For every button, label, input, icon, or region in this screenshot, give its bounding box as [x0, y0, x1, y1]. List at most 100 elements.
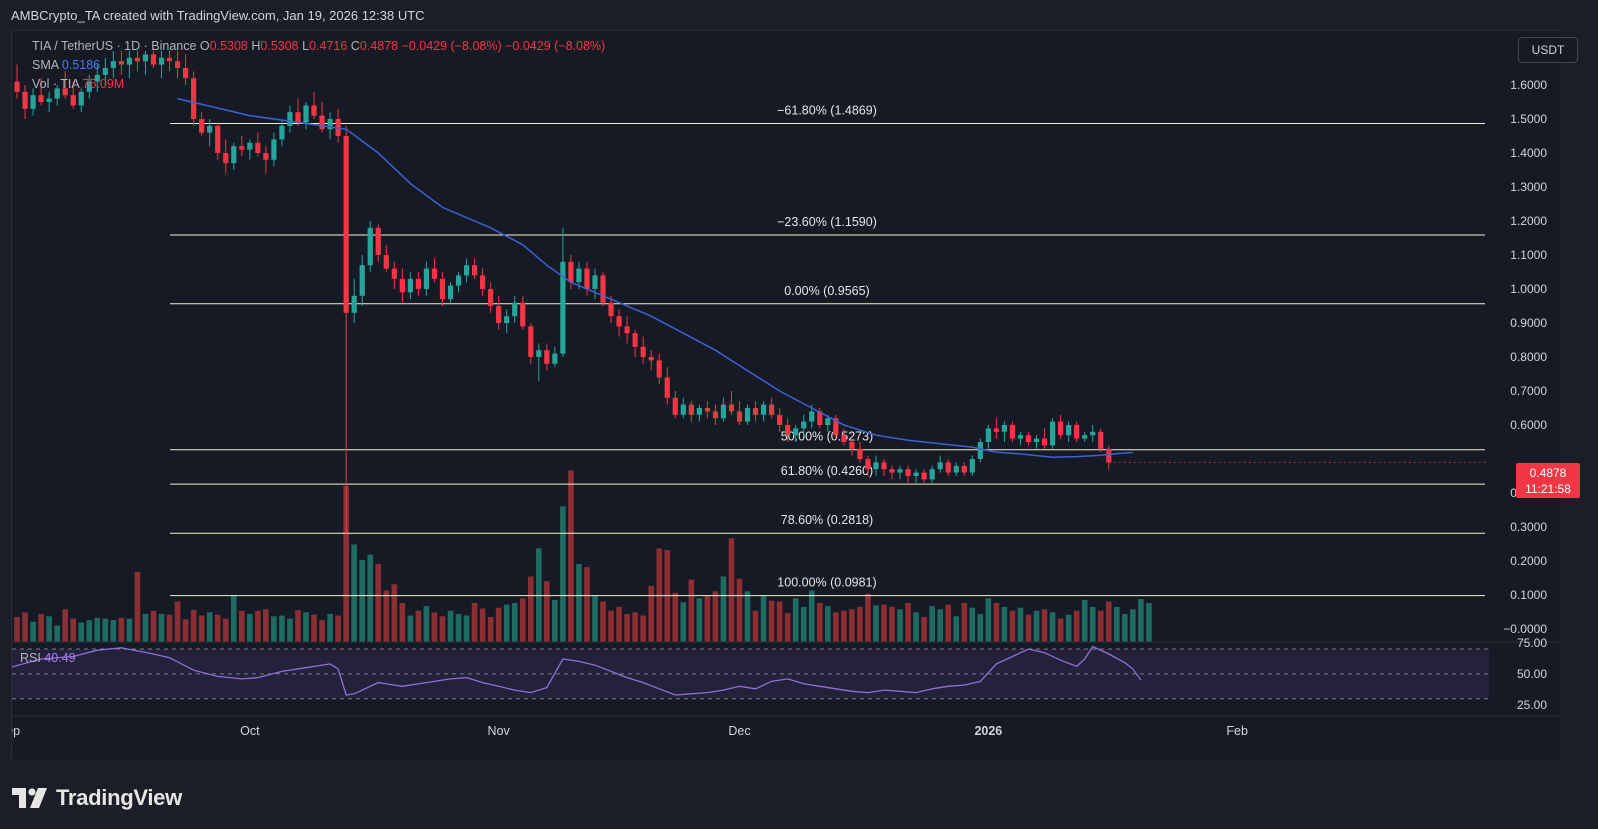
- candle: [118, 51, 124, 75]
- volume-bar: [889, 606, 895, 642]
- volume-bar: [198, 615, 205, 642]
- candle-body: [632, 333, 638, 347]
- candle: [239, 136, 245, 157]
- candle-body: [688, 404, 694, 415]
- candle-body: [158, 57, 165, 65]
- candle: [889, 465, 895, 480]
- legend-symbol[interactable]: TIA / TetherUS · 1D · Binance: [32, 39, 197, 53]
- candle-body: [423, 268, 430, 289]
- candle: [343, 125, 349, 534]
- candle: [712, 404, 719, 425]
- candle-body: [616, 316, 622, 327]
- volume-bar: [752, 610, 759, 642]
- volume-bar: [190, 610, 197, 642]
- candle: [407, 272, 413, 300]
- candle-body: [752, 408, 759, 415]
- volume-bar: [1025, 614, 1032, 642]
- volume-bar: [1033, 610, 1040, 642]
- volume-bar: [158, 613, 165, 642]
- last-price-tag: 0.4878 11:21:58: [1516, 463, 1580, 498]
- candle: [102, 57, 108, 85]
- candle: [857, 442, 863, 463]
- volume-bar: [849, 609, 855, 642]
- candle: [544, 343, 550, 371]
- volume-bar: [311, 614, 317, 642]
- candle: [937, 455, 943, 473]
- candle-body: [809, 411, 815, 422]
- candle: [897, 465, 903, 480]
- candle: [865, 455, 871, 476]
- volume-bar: [110, 620, 117, 642]
- candle-body: [279, 125, 285, 140]
- candle-body: [311, 105, 317, 116]
- candle-body: [70, 95, 76, 106]
- candle: [279, 119, 285, 147]
- candle-body: [953, 465, 959, 473]
- volume-bar: [672, 592, 679, 642]
- candle-body: [1041, 438, 1048, 446]
- fib-label: 0.00% (0.9565): [784, 284, 869, 298]
- candle: [873, 455, 879, 476]
- candle-body: [1058, 421, 1064, 436]
- candle-body: [929, 469, 935, 480]
- volume-bar: [800, 606, 807, 642]
- candle: [54, 85, 60, 106]
- candle-body: [215, 125, 221, 153]
- legend-change: −0.0429 (−8.08%): [401, 39, 502, 53]
- candle: [1001, 421, 1008, 442]
- candle: [688, 401, 694, 422]
- candle-body: [921, 472, 927, 480]
- candle: [600, 272, 606, 306]
- legend-high-value: 0.5308: [260, 39, 299, 53]
- candle: [616, 309, 622, 337]
- candle-body: [174, 61, 181, 68]
- candle-body: [1082, 435, 1088, 439]
- candle: [150, 51, 157, 68]
- candle: [640, 336, 646, 364]
- candle: [720, 397, 727, 422]
- volume-series: [14, 470, 1152, 642]
- candle: [158, 51, 165, 79]
- candle: [736, 401, 743, 425]
- time-tick-label: Dec: [728, 724, 750, 738]
- legend-sma-row[interactable]: SMA 0.5186: [32, 58, 100, 72]
- candle: [1090, 425, 1096, 442]
- candle-body: [271, 139, 277, 160]
- volume-bar: [688, 579, 695, 642]
- currency-button[interactable]: USDT: [1518, 37, 1578, 63]
- price-tick-label: 0.1000: [1510, 588, 1547, 602]
- rsi-tick-label: 50.00: [1517, 667, 1547, 681]
- candle-body: [263, 153, 269, 160]
- candle: [752, 401, 759, 422]
- candle-body: [552, 353, 558, 364]
- candle: [1098, 428, 1104, 453]
- candle: [1074, 421, 1080, 442]
- candle: [303, 102, 309, 130]
- candle-body: [969, 459, 975, 473]
- candle-body: [134, 57, 141, 62]
- candle-body: [696, 408, 702, 415]
- volume-bar: [953, 616, 960, 642]
- candle-body: [30, 95, 36, 109]
- candle-body: [303, 105, 309, 123]
- legend-vol-row[interactable]: Vol · TIA 75.09M: [32, 77, 124, 91]
- volume-bar: [792, 598, 799, 642]
- legend-rsi-row[interactable]: RSI 40.49: [20, 651, 76, 665]
- volume-bar: [833, 612, 839, 642]
- volume-bar: [1130, 609, 1136, 642]
- candle-body: [255, 142, 261, 153]
- candle: [166, 51, 173, 72]
- candle-body: [118, 61, 124, 65]
- volume-bar: [471, 603, 478, 642]
- volume-bar: [552, 599, 558, 642]
- chart-canvas[interactable]: −61.80% (1.4869) −23.60% (1.1590) 0.00% (0…: [12, 31, 1560, 760]
- chart-panel[interactable]: −61.80% (1.4869) −23.60% (1.1590) 0.00% (0…: [11, 30, 1560, 760]
- tradingview-logo[interactable]: TradingView: [12, 782, 182, 814]
- candle-body: [1106, 448, 1112, 463]
- candle-body: [463, 265, 470, 276]
- fib-label: 100.00% (0.0981): [777, 576, 876, 590]
- volume-bar: [327, 613, 333, 642]
- volume-bar: [367, 554, 374, 642]
- volume-bar: [881, 604, 887, 642]
- candle: [351, 278, 357, 323]
